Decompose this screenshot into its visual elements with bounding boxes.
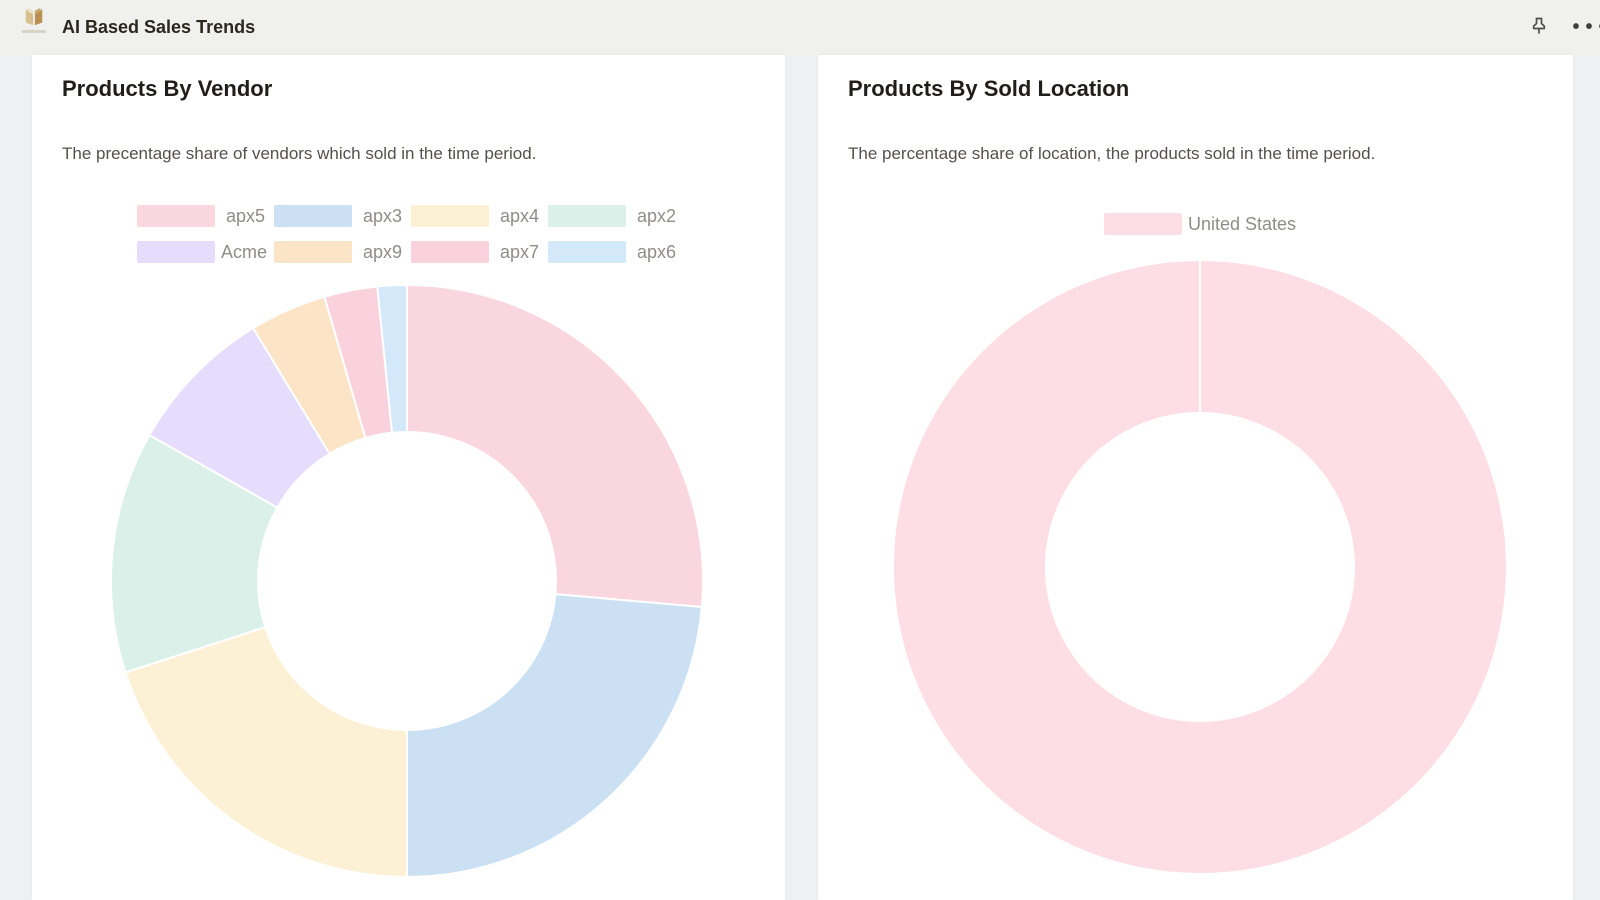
pin-button[interactable] bbox=[1522, 10, 1556, 44]
legend-swatch bbox=[274, 205, 352, 227]
legend-label: Acme bbox=[221, 241, 268, 262]
legend-swatch bbox=[1103, 213, 1182, 235]
location-chart-legend: United States bbox=[890, 213, 1510, 235]
card-title-location: Products By Sold Location bbox=[848, 76, 1130, 101]
legend-item-apx5[interactable]: apx5 bbox=[137, 205, 265, 227]
legend-item-Acme[interactable]: Acme bbox=[137, 241, 268, 263]
card-products-by-sold-location: Products By Sold Location The percentage… bbox=[818, 55, 1573, 900]
legend-row: Acme apx9 apx7 apx6 bbox=[137, 241, 676, 263]
legend-swatch bbox=[137, 241, 215, 263]
legend-swatch bbox=[274, 241, 352, 263]
donut-segment-apx6[interactable] bbox=[375, 283, 408, 434]
legend-item-apx7[interactable]: apx7 bbox=[411, 241, 539, 263]
page-logo-icon bbox=[20, 6, 48, 36]
legend-swatch bbox=[137, 205, 215, 227]
more-options-button[interactable]: ••• bbox=[1570, 10, 1600, 44]
legend-label: apx5 bbox=[225, 205, 265, 226]
legend-label: apx2 bbox=[636, 205, 676, 226]
legend-item-United States[interactable]: United States bbox=[1103, 213, 1297, 235]
legend-swatch bbox=[411, 241, 489, 263]
topbar-actions: ••• bbox=[1480, 0, 1600, 54]
legend-label: apx4 bbox=[499, 205, 539, 226]
donut-segment-apx4[interactable] bbox=[123, 626, 408, 878]
donut-segment-apx3[interactable] bbox=[405, 593, 703, 878]
legend-item-apx6[interactable]: apx6 bbox=[548, 241, 676, 263]
legend-swatch bbox=[411, 205, 489, 227]
legend-item-apx9[interactable]: apx9 bbox=[274, 241, 402, 263]
location-donut-chart[interactable] bbox=[890, 257, 1510, 877]
legend-label: apx9 bbox=[362, 241, 402, 262]
logo-caption bbox=[22, 30, 46, 33]
pushpin-icon bbox=[1532, 17, 1546, 34]
legend-row: United States bbox=[1103, 213, 1297, 235]
book-logo-icon bbox=[25, 7, 43, 26]
legend-row: apx5 apx3 apx4 apx2 bbox=[137, 205, 676, 227]
card-title-vendor: Products By Vendor bbox=[62, 76, 273, 101]
card-products-by-vendor: Products By Vendor The precentage share … bbox=[32, 55, 785, 900]
card-description-vendor: The precentage share of vendors which so… bbox=[62, 144, 537, 163]
topbar: AI Based Sales Trends ••• bbox=[0, 0, 1600, 54]
legend-swatch bbox=[548, 205, 626, 227]
vendor-chart-legend: apx5 apx3 apx4 apx2 Acme apx9 apx7 apx6 bbox=[62, 205, 751, 263]
page-title: AI Based Sales Trends bbox=[62, 17, 256, 37]
legend-label: United States bbox=[1187, 213, 1297, 234]
donut-segment-United States[interactable] bbox=[891, 259, 1508, 875]
legend-item-apx4[interactable]: apx4 bbox=[411, 205, 539, 227]
legend-item-apx3[interactable]: apx3 bbox=[274, 205, 402, 227]
legend-label: apx6 bbox=[636, 241, 676, 262]
legend-swatch bbox=[548, 241, 626, 263]
legend-label: apx3 bbox=[362, 205, 402, 226]
vendor-donut-chart[interactable] bbox=[107, 281, 707, 881]
ellipsis-icon: ••• bbox=[1572, 16, 1600, 38]
donut-segment-apx2[interactable] bbox=[109, 434, 278, 674]
card-description-location: The percentage share of location, the pr… bbox=[848, 144, 1376, 163]
donut-segment-apx5[interactable] bbox=[405, 284, 704, 608]
legend-item-apx2[interactable]: apx2 bbox=[548, 205, 676, 227]
legend-label: apx7 bbox=[499, 241, 539, 262]
